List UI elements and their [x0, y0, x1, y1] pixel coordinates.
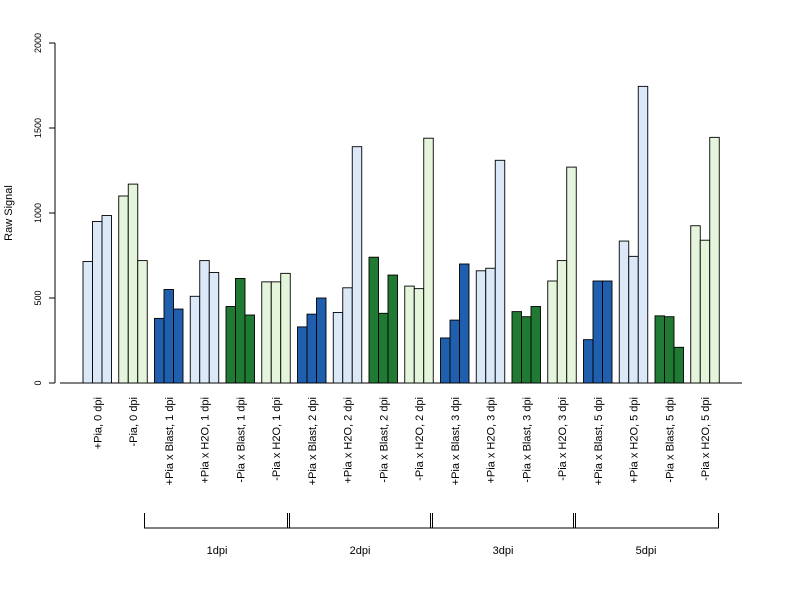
bar: [637, 85, 649, 384]
x-tick-label: -Pia x H2O, 2 dpi: [414, 397, 426, 481]
bar: [440, 337, 451, 384]
bar: [280, 272, 291, 384]
bar: [173, 308, 184, 384]
bar: [511, 311, 522, 384]
bar: [709, 136, 720, 384]
bar: [618, 240, 630, 384]
bar: [485, 267, 496, 384]
x-tick-label: +Pia x H2O, 2 dpi: [343, 397, 355, 484]
bar: [592, 280, 603, 384]
x-tick-label: -Pia x Blast, 3 dpi: [521, 397, 533, 483]
y-tick-label: 0: [33, 380, 43, 385]
group-label: 3dpi: [493, 545, 514, 557]
bar: [297, 326, 308, 384]
bar: [137, 260, 148, 384]
y-tick-label: 2000: [33, 33, 43, 53]
x-tick-label: -Pia x Blast, 5 dpi: [664, 397, 676, 483]
bar: [225, 306, 236, 384]
x-tick-label: +Pia x Blast, 1 dpi: [164, 397, 176, 485]
x-tick-label: +Pia x Blast, 3 dpi: [450, 397, 462, 485]
bar: [306, 313, 317, 384]
x-tick-label: +Pia x H2O, 5 dpi: [629, 397, 641, 484]
x-tick-label: -Pia x Blast, 2 dpi: [378, 397, 390, 483]
bar: [316, 297, 327, 384]
group-label: 1dpi: [207, 545, 228, 557]
y-axis-label: Raw Signal: [3, 185, 15, 241]
x-tick-label: -Pia, 0 dpi: [128, 397, 140, 447]
bar: [566, 166, 577, 384]
x-tick-labels: +Pia, 0 dpi -Pia, 0 dpi +Pia x Blast, 1 dp…: [92, 397, 712, 485]
bar: [270, 281, 282, 384]
bar: [235, 278, 246, 384]
x-tick-label: -Pia x H2O, 3 dpi: [557, 397, 569, 481]
x-tick-label: -Pia x H2O, 5 dpi: [700, 397, 712, 481]
bar: [368, 256, 379, 384]
bar: [189, 295, 201, 384]
bar: [101, 215, 112, 384]
bar: [387, 274, 398, 384]
bar: [92, 221, 103, 384]
group-bracket: [430, 513, 576, 529]
group-bracket: [144, 513, 290, 529]
bar: [351, 146, 363, 384]
x-tick-label: +Pia, 0 dpi: [92, 397, 104, 449]
x-tick-label: -Pia x Blast, 1 dpi: [235, 397, 247, 483]
bar: [673, 346, 684, 384]
y-tick-label: 1000: [33, 203, 43, 223]
x-tick-label: -Pia x H2O, 1 dpi: [271, 397, 283, 481]
bar: [208, 272, 220, 384]
group-bracket: [287, 513, 433, 529]
bar: [556, 260, 568, 384]
group-brackets: 1dpi 2dpi 3dpi 5dpi: [144, 513, 719, 557]
bar: [82, 261, 93, 384]
bar: [244, 314, 255, 384]
bar: [404, 285, 415, 384]
group-label: 5dpi: [636, 545, 657, 557]
x-tick-label: +Pia x Blast, 2 dpi: [307, 397, 319, 485]
bar: [154, 317, 165, 384]
bar: [628, 255, 639, 384]
bar: [699, 239, 711, 384]
bar: [475, 270, 487, 384]
y-axis: 0 500 1000 1500 2000: [33, 33, 56, 386]
bar: [547, 280, 558, 384]
bar: [690, 225, 701, 384]
bar: [413, 288, 425, 384]
bar: [494, 159, 506, 384]
bar: [530, 306, 541, 384]
bar: [118, 195, 129, 384]
bar: [378, 312, 389, 384]
bar: [163, 289, 174, 384]
bar: [332, 312, 344, 384]
bar: [583, 339, 594, 384]
y-tick-label: 1500: [33, 118, 43, 138]
bar: [423, 137, 434, 384]
bar: [664, 316, 675, 384]
bar: [521, 316, 532, 384]
bar: [199, 260, 210, 384]
bar: [261, 281, 272, 384]
group-label: 2dpi: [350, 545, 371, 557]
bar: [602, 280, 613, 384]
bar: [459, 263, 470, 384]
x-tick-label: +Pia x H2O, 3 dpi: [486, 397, 498, 484]
bars: [82, 85, 720, 384]
x-tick-label: +Pia x H2O, 1 dpi: [200, 397, 212, 484]
bar: [449, 319, 460, 384]
group-bracket: [573, 513, 719, 529]
x-tick-label: +Pia x Blast, 5 dpi: [593, 397, 605, 485]
bar: [127, 183, 139, 384]
bar: [654, 315, 665, 384]
y-tick-label: 500: [33, 290, 43, 305]
bar: [342, 287, 353, 384]
